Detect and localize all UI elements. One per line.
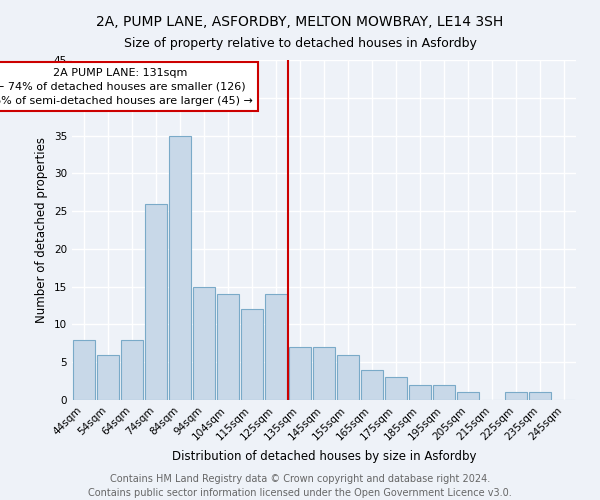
Bar xyxy=(385,378,407,400)
Bar xyxy=(241,310,263,400)
Text: 2A, PUMP LANE, ASFORDBY, MELTON MOWBRAY, LE14 3SH: 2A, PUMP LANE, ASFORDBY, MELTON MOWBRAY,… xyxy=(97,15,503,29)
Bar xyxy=(217,294,239,400)
Bar xyxy=(289,347,311,400)
Bar xyxy=(193,286,215,400)
Text: Size of property relative to detached houses in Asfordby: Size of property relative to detached ho… xyxy=(124,38,476,51)
Bar xyxy=(337,354,359,400)
Text: Contains HM Land Registry data © Crown copyright and database right 2024.
Contai: Contains HM Land Registry data © Crown c… xyxy=(88,474,512,498)
Bar xyxy=(361,370,383,400)
Bar xyxy=(97,354,119,400)
Bar xyxy=(73,340,95,400)
Bar xyxy=(457,392,479,400)
Bar xyxy=(313,347,335,400)
X-axis label: Distribution of detached houses by size in Asfordby: Distribution of detached houses by size … xyxy=(172,450,476,463)
Bar xyxy=(433,385,455,400)
Y-axis label: Number of detached properties: Number of detached properties xyxy=(35,137,49,323)
Bar xyxy=(121,340,143,400)
Bar xyxy=(145,204,167,400)
Bar xyxy=(169,136,191,400)
Bar xyxy=(529,392,551,400)
Bar xyxy=(505,392,527,400)
Bar xyxy=(265,294,287,400)
Text: 2A PUMP LANE: 131sqm  
← 74% of detached houses are smaller (126)
26% of semi-de: 2A PUMP LANE: 131sqm ← 74% of detached h… xyxy=(0,68,253,106)
Bar xyxy=(409,385,431,400)
